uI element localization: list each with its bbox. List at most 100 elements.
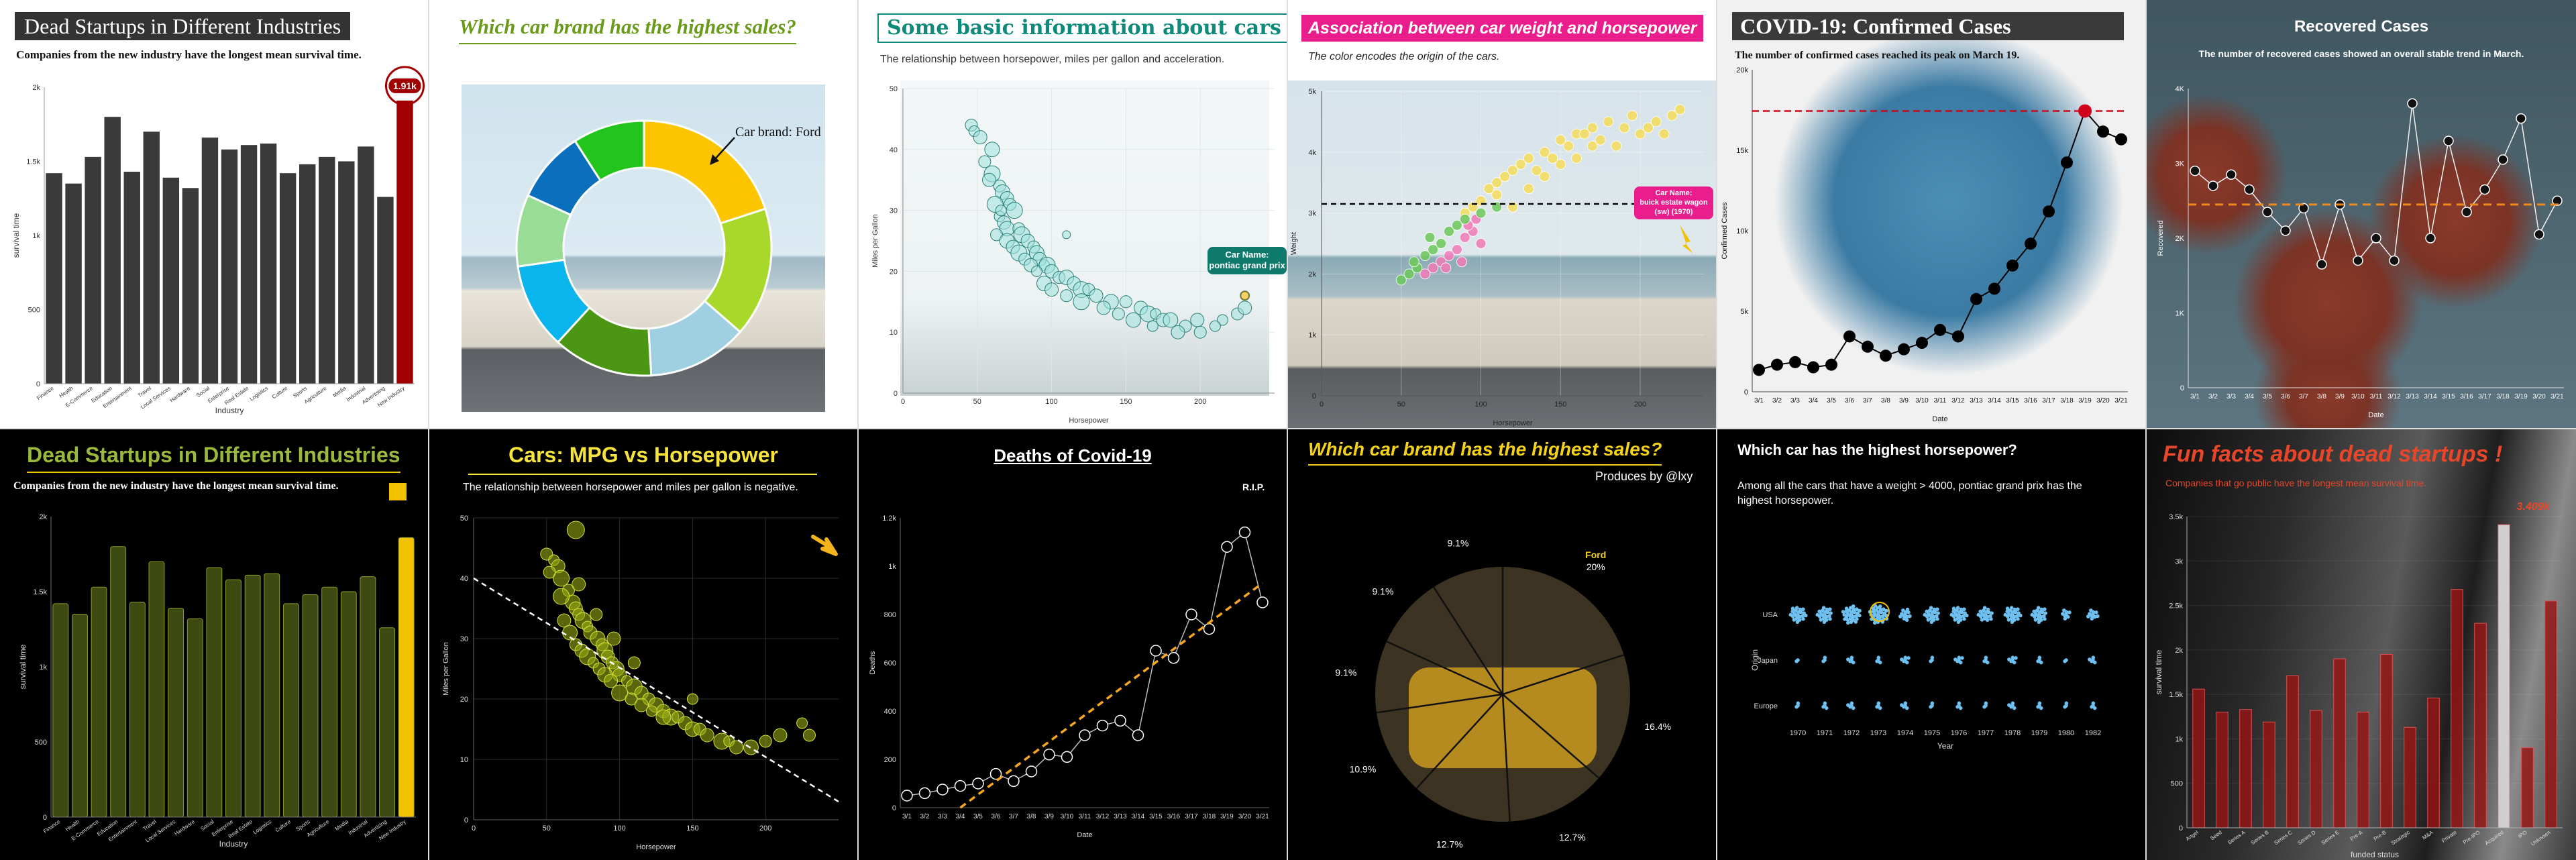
data-point (2010, 701, 2015, 706)
y-tick-label: 1.5k (33, 588, 47, 596)
bar (129, 602, 146, 818)
data-point (1957, 655, 1962, 660)
x-tick-label: 1982 (2085, 729, 2101, 737)
x-axis-title: Date (1932, 415, 1947, 423)
data-point (2096, 614, 2100, 619)
data-point (2094, 610, 2098, 614)
data-point (1958, 660, 1963, 665)
bar (358, 146, 374, 384)
bar (2286, 675, 2299, 828)
x-tick-label: Angel (2185, 829, 2200, 842)
panel-car-brand-donut: Which car brand has the highest sales? C… (429, 0, 857, 428)
data-point (1824, 706, 1829, 710)
y-axis-title: survival time (18, 644, 28, 689)
data-point (2280, 225, 2291, 236)
bar (319, 156, 335, 384)
y-tick-label: 500 (28, 307, 40, 315)
globe-mask-photo (1717, 0, 2145, 428)
callout-value: 3.409k (2517, 501, 2551, 513)
data-point (1209, 320, 1221, 332)
bar (377, 197, 394, 384)
slice-label: 9.1% (1373, 586, 1394, 597)
data-point (1096, 301, 1111, 315)
bar (240, 145, 258, 384)
data-point (2389, 255, 2400, 266)
data-point (1989, 616, 1993, 621)
data-point (1475, 238, 1487, 249)
tooltip-line: buick estate wagon (1640, 198, 1708, 207)
bar (2333, 658, 2346, 828)
data-point (1440, 262, 1452, 274)
panel-subtitle: The color encodes the origin of the cars… (1308, 51, 1500, 62)
data-point (1876, 655, 1881, 660)
scatter-chart: 0 10 20 30 40 50 0 50 100 150 200 Horsepower Miles p… (871, 85, 1275, 425)
panel-subtitle: The relationship between horsepower and … (463, 482, 798, 493)
data-point (1571, 152, 1582, 164)
x-tick-label: Logistics (249, 385, 270, 402)
x-tick-label: Series B (2250, 829, 2270, 846)
data-point (2041, 610, 2045, 614)
data-point (2036, 704, 2040, 709)
data-point (634, 698, 649, 712)
y-axis-title: Miles per Gallon (442, 642, 450, 695)
data-point (1880, 350, 1892, 362)
data-point (984, 142, 1000, 158)
data-point (1965, 613, 1969, 618)
bar (2404, 727, 2416, 828)
bar (2239, 709, 2252, 828)
tooltip-line: pontiac grand prix (1209, 260, 1285, 271)
x-tick-label: 3/21 (2551, 393, 2564, 400)
slice-label: 12.7% (1559, 832, 1586, 843)
data-point (1826, 610, 1830, 614)
bar (360, 576, 376, 818)
x-tick-label: Health (64, 818, 80, 832)
data-point (1789, 356, 1801, 368)
x-tick-label: 3/9 (2335, 393, 2345, 400)
data-point (1853, 610, 1857, 614)
data-point (1794, 659, 1799, 663)
panel-subtitle: The number of confirmed cases reached it… (1735, 50, 2020, 61)
x-tick-label: 50 (543, 824, 551, 832)
data-point (1916, 337, 1928, 350)
data-point (1962, 614, 1966, 619)
tooltip-line: Car Name: (1225, 250, 1269, 260)
data-point (1858, 608, 1862, 613)
data-point (1821, 606, 1826, 610)
x-tick-label: 3/8 (1027, 813, 1036, 820)
data-point (2353, 255, 2363, 266)
x-tick-label: Health (58, 385, 74, 399)
trend-line (959, 582, 1264, 809)
bar (71, 614, 88, 818)
data-point (2015, 614, 2019, 619)
callout-badge (388, 78, 421, 93)
data-point (1823, 655, 1827, 660)
data-point (1871, 606, 1876, 610)
panel-title: Recovered Cases (2294, 17, 2429, 36)
data-point (2012, 607, 2017, 612)
data-point (1949, 612, 1954, 617)
data-point (1990, 611, 1994, 615)
data-point (2012, 706, 2017, 710)
data-point (1475, 207, 1487, 219)
y-tick-label: 1.5k (2169, 691, 2183, 699)
data-point (2010, 620, 2015, 625)
data-point (1515, 159, 1526, 170)
van-photo (1288, 80, 1716, 428)
data-point (1801, 607, 1805, 612)
data-point (1849, 655, 1854, 660)
car-name-tooltip: Car Name: buick estate wagon (sw) (1970) (1634, 186, 1713, 220)
y-tick-label: 1k (2175, 735, 2183, 743)
data-point (1451, 244, 1462, 255)
y-tick-label: 2k (32, 84, 40, 92)
data-point (1881, 614, 1885, 619)
data-point (2371, 233, 2381, 244)
bar (282, 603, 299, 818)
data-point (1395, 274, 1407, 286)
panel-weight-horsepower: Association between car weight and horse… (1288, 0, 1716, 428)
bar (91, 586, 107, 818)
data-point (1499, 171, 1511, 182)
data-point (1444, 225, 1454, 237)
bar (398, 537, 415, 818)
data-point (1193, 325, 1207, 339)
data-point (2479, 184, 2490, 195)
